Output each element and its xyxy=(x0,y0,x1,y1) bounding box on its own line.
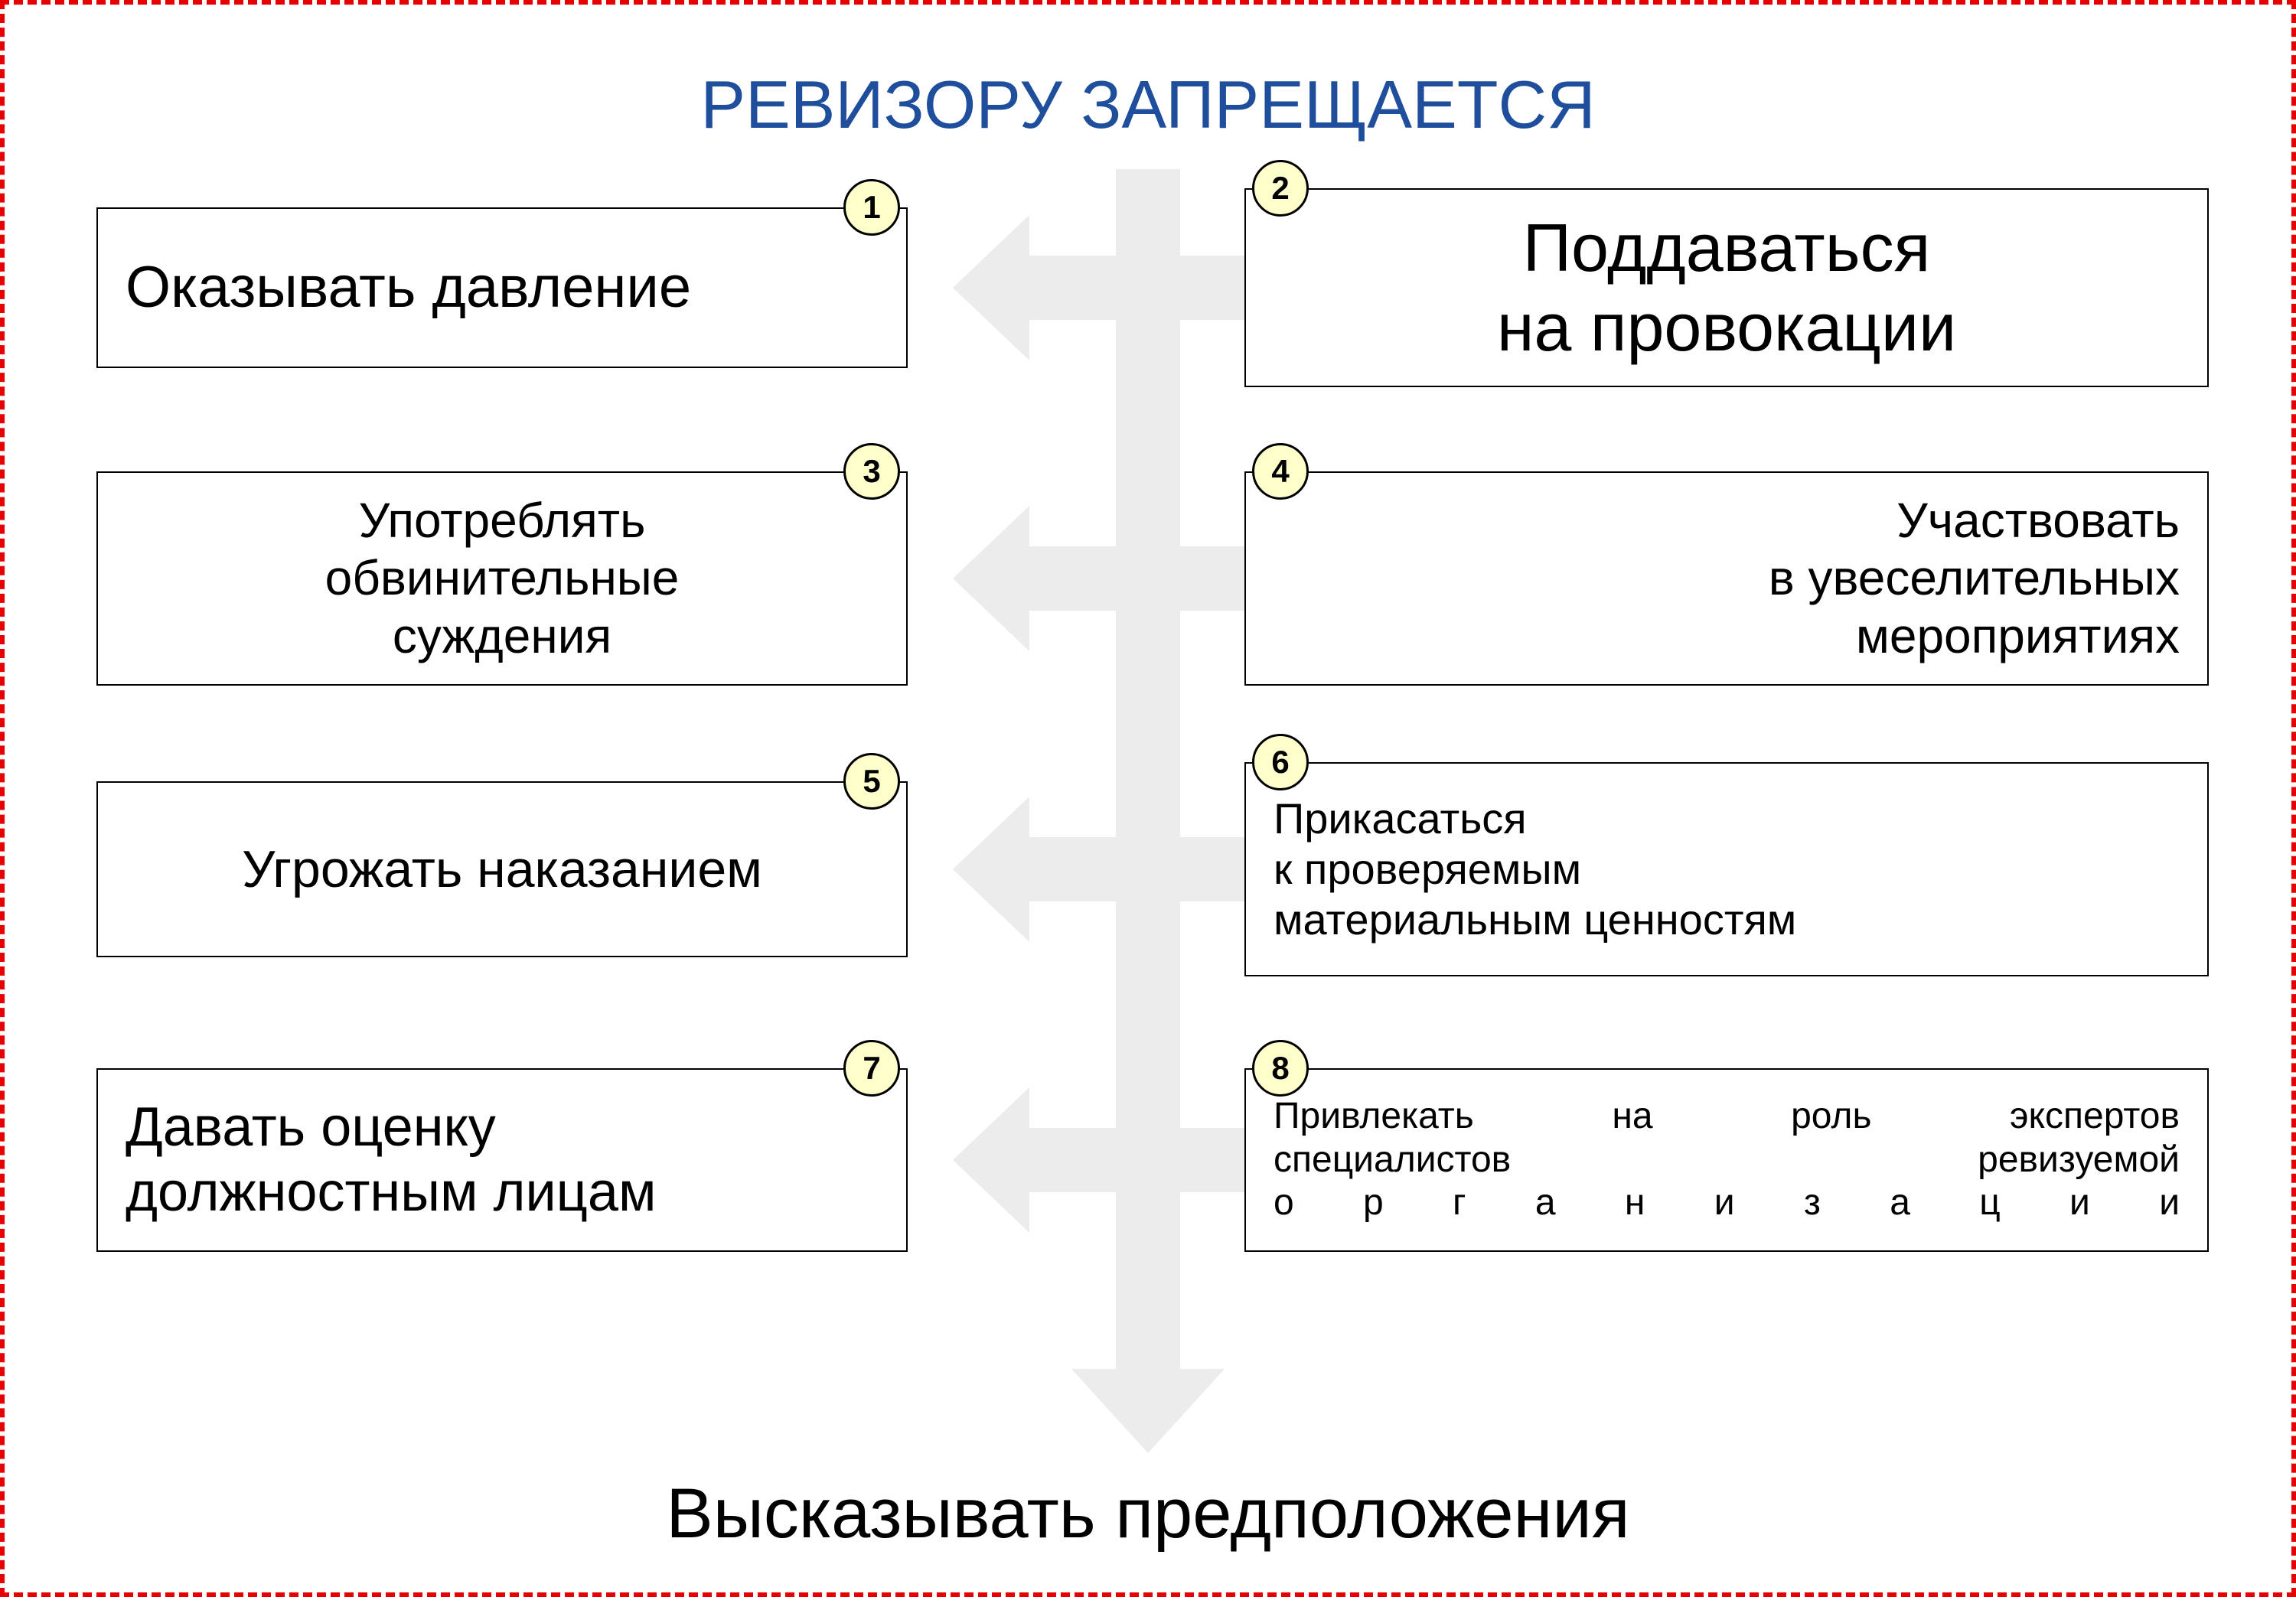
node-box-6: Прикасатьсяк проверяемымматериальным цен… xyxy=(1244,762,2209,976)
row-arrow-2 xyxy=(1022,837,1274,901)
node-text: Поддаватьсяна провокации xyxy=(1274,208,2180,367)
node-badge-4: 4 xyxy=(1252,443,1309,500)
node-badge-3: 3 xyxy=(843,443,900,500)
arrow-left-icon xyxy=(953,506,1029,651)
bottom-label: Высказывать предположения xyxy=(5,1474,2291,1554)
row-arrow-1 xyxy=(1022,546,1274,611)
diagram-title: РЕВИЗОРУ ЗАПРЕЩАЕТСЯ xyxy=(5,66,2291,144)
node-text: Угрожать наказанием xyxy=(126,839,879,900)
node-box-4: Участвоватьв увеселительныхмероприятиях xyxy=(1244,471,2209,686)
row-arrow-0 xyxy=(1022,256,1274,320)
arrow-left-icon xyxy=(953,1087,1029,1233)
node-box-5: Угрожать наказанием xyxy=(96,781,908,957)
spine-arrowhead-icon xyxy=(1071,1369,1225,1453)
node-badge-6: 6 xyxy=(1252,734,1309,790)
node-box-8: Привлекать на роль экспертовспециалистов… xyxy=(1244,1068,2209,1252)
row-arrow-3 xyxy=(1022,1128,1274,1192)
node-badge-5: 5 xyxy=(843,753,900,810)
node-box-2: Поддаватьсяна провокации xyxy=(1244,188,2209,387)
node-box-1: Оказывать давление xyxy=(96,207,908,368)
node-text: Участвоватьв увеселительныхмероприятиях xyxy=(1274,492,2180,666)
node-badge-2: 2 xyxy=(1252,160,1309,217)
node-text: Привлекать на роль экспертовспециалистов… xyxy=(1274,1095,2180,1225)
diagram-frame: РЕВИЗОРУ ЗАПРЕЩАЕТСЯ Высказывать предпол… xyxy=(0,0,2296,1597)
node-badge-8: 8 xyxy=(1252,1040,1309,1097)
node-box-7: Давать оценкудолжностным лицам xyxy=(96,1068,908,1252)
node-text: Прикасатьсяк проверяемымматериальным цен… xyxy=(1274,794,2180,945)
node-text: Оказывать давление xyxy=(126,253,879,322)
arrow-left-icon xyxy=(953,215,1029,360)
arrow-left-icon xyxy=(953,797,1029,942)
node-text: Давать оценкудолжностным лицам xyxy=(126,1095,879,1225)
node-box-3: Употреблятьобвинительныесуждения xyxy=(96,471,908,686)
node-text: Употреблятьобвинительныесуждения xyxy=(126,492,879,666)
node-badge-1: 1 xyxy=(843,179,900,236)
node-badge-7: 7 xyxy=(843,1040,900,1097)
